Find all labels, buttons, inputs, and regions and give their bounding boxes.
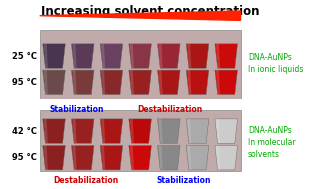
Polygon shape [159, 70, 163, 94]
Polygon shape [159, 146, 163, 170]
Polygon shape [73, 119, 77, 143]
FancyBboxPatch shape [40, 30, 241, 100]
Polygon shape [100, 146, 123, 170]
Polygon shape [71, 44, 94, 68]
Polygon shape [158, 146, 180, 170]
Polygon shape [186, 44, 209, 68]
Bar [1, 99, 300, 108]
Polygon shape [216, 44, 220, 68]
Polygon shape [71, 70, 94, 94]
Polygon shape [186, 119, 209, 143]
Polygon shape [129, 146, 151, 170]
Text: 95 °C: 95 °C [12, 153, 37, 162]
Polygon shape [44, 44, 48, 68]
Polygon shape [187, 44, 191, 68]
Text: Stabilization: Stabilization [156, 176, 211, 185]
Text: Increasing solvent concentration: Increasing solvent concentration [41, 5, 260, 18]
Polygon shape [73, 70, 77, 94]
Polygon shape [44, 70, 48, 94]
Polygon shape [73, 146, 77, 170]
Polygon shape [43, 146, 65, 170]
Polygon shape [101, 119, 105, 143]
Polygon shape [100, 119, 123, 143]
Polygon shape [216, 119, 220, 143]
Polygon shape [216, 146, 220, 170]
Text: DNA-AuNPs
In molecular
solvents: DNA-AuNPs In molecular solvents [248, 126, 296, 159]
Text: 42 °C: 42 °C [12, 127, 37, 136]
Polygon shape [186, 146, 209, 170]
Polygon shape [43, 44, 65, 68]
Text: 95 °C: 95 °C [12, 78, 37, 87]
Polygon shape [216, 70, 220, 94]
FancyBboxPatch shape [40, 109, 241, 171]
Polygon shape [130, 70, 134, 94]
Polygon shape [44, 146, 48, 170]
Text: DNA-AuNPs
In ionic liquids: DNA-AuNPs In ionic liquids [248, 53, 303, 74]
Text: Destabilization: Destabilization [138, 105, 203, 114]
Polygon shape [100, 70, 123, 94]
Polygon shape [101, 146, 105, 170]
Text: Destabilization: Destabilization [53, 176, 119, 185]
Polygon shape [159, 44, 163, 68]
Polygon shape [71, 119, 94, 143]
Polygon shape [129, 70, 151, 94]
Polygon shape [215, 70, 237, 94]
Polygon shape [159, 119, 163, 143]
Polygon shape [215, 119, 237, 143]
Polygon shape [44, 119, 48, 143]
Polygon shape [129, 119, 151, 143]
Polygon shape [158, 44, 180, 68]
Polygon shape [130, 146, 134, 170]
Polygon shape [129, 44, 151, 68]
Polygon shape [130, 44, 134, 68]
Polygon shape [100, 44, 123, 68]
Polygon shape [43, 70, 65, 94]
Polygon shape [71, 146, 94, 170]
Polygon shape [187, 119, 191, 143]
Polygon shape [186, 70, 209, 94]
Polygon shape [158, 119, 180, 143]
Polygon shape [40, 11, 241, 20]
Polygon shape [187, 146, 191, 170]
Polygon shape [130, 119, 134, 143]
Text: Stabilization: Stabilization [50, 105, 104, 114]
Polygon shape [187, 70, 191, 94]
Polygon shape [101, 44, 105, 68]
Polygon shape [215, 44, 237, 68]
Polygon shape [215, 146, 237, 170]
Polygon shape [158, 70, 180, 94]
Polygon shape [101, 70, 105, 94]
Polygon shape [73, 44, 77, 68]
Polygon shape [43, 119, 65, 143]
Text: 25 °C: 25 °C [12, 52, 37, 60]
